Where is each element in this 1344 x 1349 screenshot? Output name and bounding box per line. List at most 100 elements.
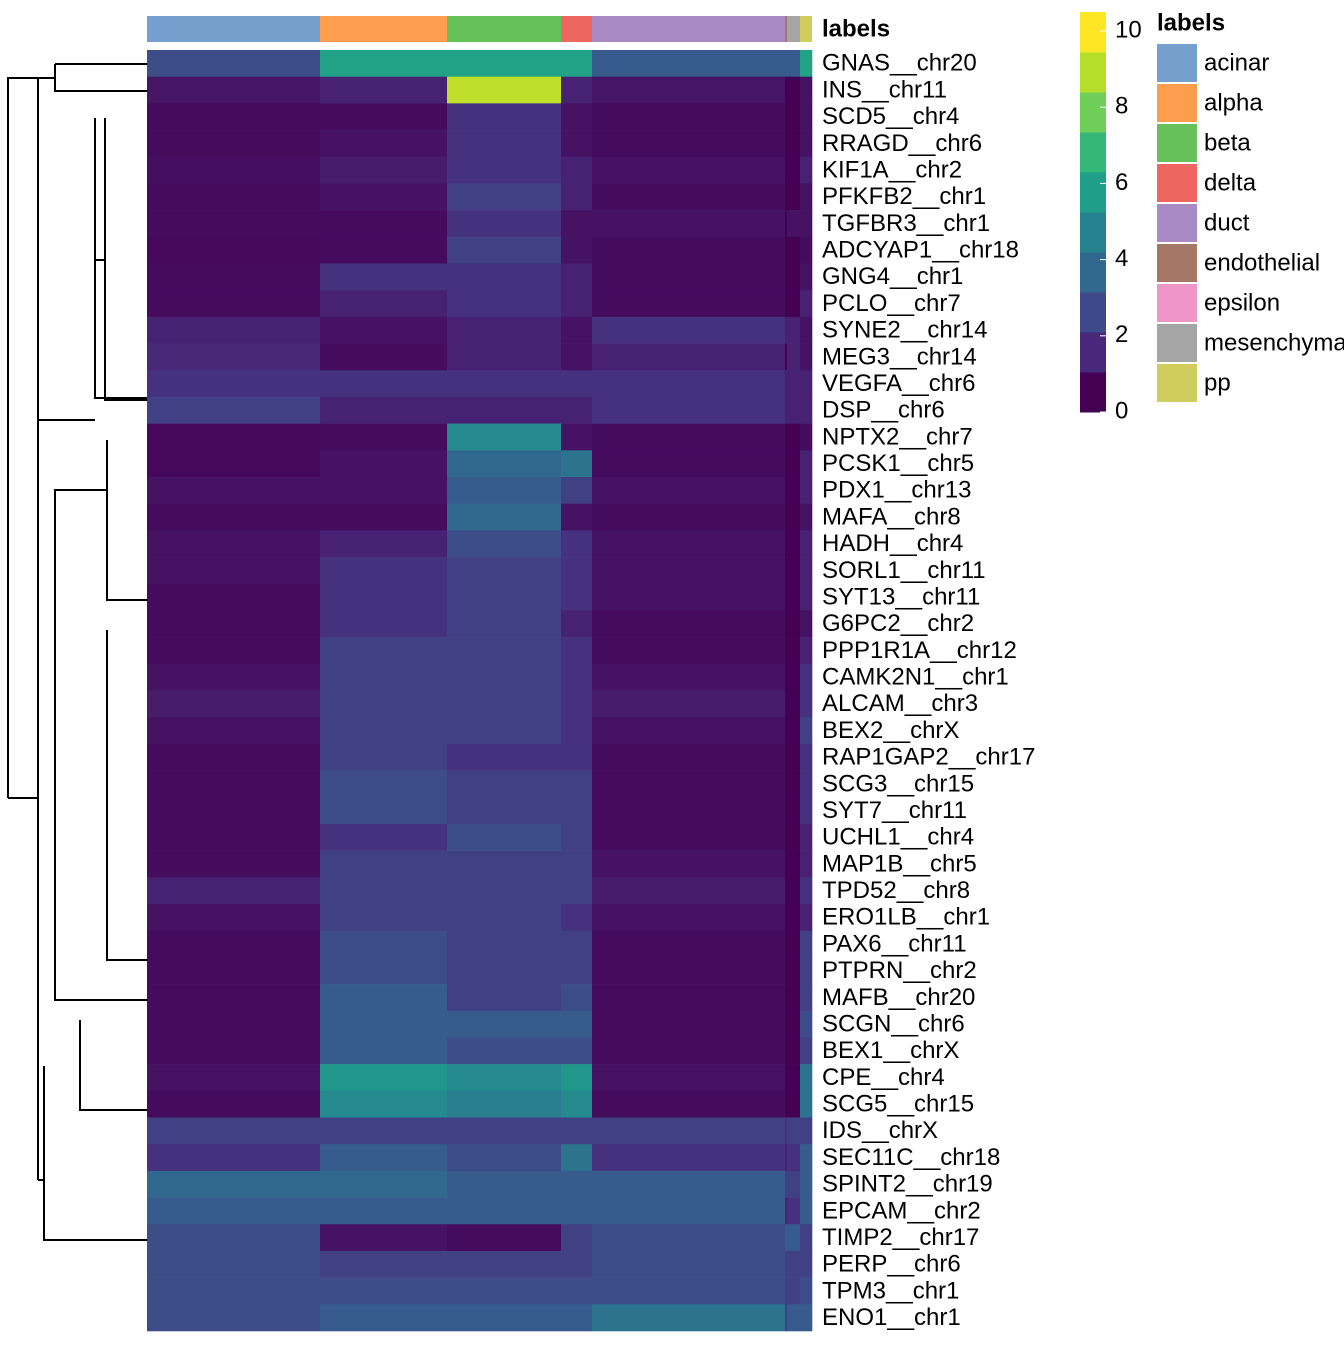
heatmap-cell — [561, 1198, 592, 1225]
heatmap-cell — [787, 317, 800, 344]
heatmap-cell — [147, 183, 320, 210]
heatmap-cell — [447, 237, 561, 264]
row-label: GNG4__chr1 — [822, 263, 963, 290]
heatmap-cell — [147, 1224, 320, 1251]
legend-label: mesenchymal — [1204, 329, 1344, 356]
heatmap-cell — [447, 103, 561, 130]
heatmap-cell — [447, 637, 561, 664]
legend-swatch — [1157, 84, 1197, 122]
heatmap-cell — [561, 504, 592, 531]
heatmap-cell — [561, 1224, 592, 1251]
heatmap-cell — [785, 877, 787, 904]
heatmap-cell — [447, 50, 561, 77]
row-label: SYT13__chr11 — [822, 583, 980, 610]
heatmap-cell — [561, 1011, 592, 1038]
heatmap-cell — [447, 717, 561, 744]
heatmap-cell — [787, 1251, 800, 1278]
legend-swatch — [1157, 124, 1197, 162]
heatmap-cell — [800, 904, 812, 931]
heatmap-cell — [800, 290, 812, 317]
heatmap-cell — [320, 584, 447, 611]
heatmap-cell — [561, 744, 592, 771]
heatmap-cell — [800, 1091, 812, 1118]
heatmap-cell — [147, 264, 320, 291]
heatmap-cell — [800, 1251, 812, 1278]
heatmap-cell — [320, 1198, 447, 1225]
legend-title: labels — [1157, 9, 1225, 36]
heatmap-cell — [787, 424, 800, 451]
row-label: SCG5__chr15 — [822, 1091, 974, 1118]
heatmap-cell — [147, 237, 320, 264]
legend-swatch — [1157, 204, 1197, 242]
heatmap-cell — [787, 450, 800, 477]
heatmap-cell — [147, 504, 320, 531]
colorbar-tick-label: 0 — [1115, 397, 1128, 424]
heatmap-cell — [320, 50, 447, 77]
colorbar-tick-label: 10 — [1115, 16, 1142, 43]
heatmap-cell — [787, 290, 800, 317]
heatmap-cell — [800, 557, 812, 584]
heatmap-cell — [320, 477, 447, 504]
heatmap-cell — [787, 584, 800, 611]
heatmap-cell — [592, 1198, 785, 1225]
heatmap-cell — [320, 1278, 447, 1305]
row-label: SYT7__chr11 — [822, 797, 967, 824]
heatmap-cell — [320, 931, 447, 958]
heatmap-cell — [787, 103, 800, 130]
heatmap-cell — [561, 157, 592, 184]
heatmap-cell — [785, 290, 787, 317]
legend-swatch — [1157, 44, 1197, 82]
heatmap-cell — [320, 717, 447, 744]
heatmap-cell — [561, 557, 592, 584]
heatmap-cell — [320, 450, 447, 477]
heatmap-cell — [561, 877, 592, 904]
heatmap-cell — [447, 931, 561, 958]
heatmap-cell — [800, 317, 812, 344]
heatmap-cell — [147, 1278, 320, 1305]
colorbar-band — [1080, 212, 1106, 253]
heatmap-cell — [147, 851, 320, 878]
row-label: TGFBR3__chr1 — [822, 210, 990, 237]
legend-label: endothelial — [1204, 249, 1320, 276]
heatmap-cell — [320, 610, 447, 637]
heatmap-cell — [787, 210, 800, 237]
colorbar-tick-label: 2 — [1115, 321, 1128, 348]
heatmap-cell — [787, 1037, 800, 1064]
heatmap-cell — [147, 744, 320, 771]
heatmap-cell — [147, 1037, 320, 1064]
row-label: ERO1LB__chr1 — [822, 904, 990, 931]
annotation-cell — [787, 16, 800, 42]
heatmap-cell — [147, 557, 320, 584]
heatmap-cell — [320, 1224, 447, 1251]
heatmap-cell — [592, 1091, 785, 1118]
heatmap-cell — [320, 1091, 447, 1118]
heatmap-cell — [320, 877, 447, 904]
row-label: MAFB__chr20 — [822, 984, 975, 1011]
heatmap-cell — [561, 264, 592, 291]
heatmap-cell — [561, 210, 592, 237]
annotation-cell — [800, 16, 812, 42]
legend-label: alpha — [1204, 89, 1263, 116]
heatmap-cell — [785, 691, 787, 718]
heatmap-cell — [561, 824, 592, 851]
heatmap-cell — [561, 1118, 592, 1145]
heatmap-cell — [147, 157, 320, 184]
heatmap-cell — [561, 103, 592, 130]
heatmap-cell — [147, 797, 320, 824]
legend-label: duct — [1204, 209, 1250, 236]
heatmap-cell — [785, 50, 787, 77]
heatmap-cell — [561, 1304, 592, 1331]
heatmap-cell — [800, 717, 812, 744]
row-label: CPE__chr4 — [822, 1064, 945, 1091]
heatmap-cell — [561, 317, 592, 344]
legend-label: acinar — [1204, 49, 1269, 76]
heatmap-cell — [785, 130, 787, 157]
heatmap-cell — [787, 877, 800, 904]
heatmap-cell — [592, 450, 785, 477]
colorbar-band — [1080, 372, 1106, 413]
heatmap-cell — [800, 183, 812, 210]
heatmap-cell — [447, 584, 561, 611]
heatmap-cell — [147, 450, 320, 477]
row-label: ADCYAP1__chr18 — [822, 237, 1019, 264]
